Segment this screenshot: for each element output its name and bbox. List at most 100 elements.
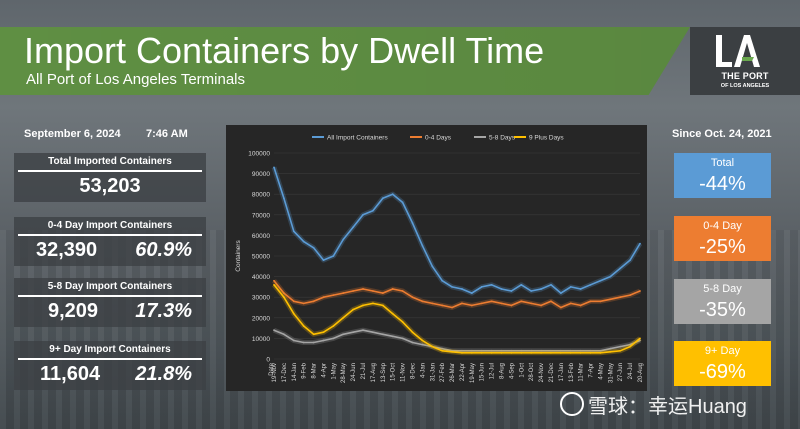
- data-point: [431, 345, 434, 348]
- data-point: [451, 306, 453, 309]
- data-point: [302, 240, 305, 243]
- data-point: [550, 349, 552, 352]
- data-point: [292, 230, 295, 233]
- data-point: [500, 349, 503, 352]
- stat-percent: 60.9%: [135, 239, 192, 261]
- data-point: [342, 292, 345, 294]
- port-logo: THE PORT OF LOS ANGELES: [690, 27, 800, 95]
- x-tick-label: 26-Mar: [450, 363, 456, 382]
- y-tick-label: 20000: [252, 315, 270, 322]
- data-point: [391, 312, 394, 315]
- x-tick-label: 12-Jul: [490, 363, 496, 379]
- stat-9-plus-day: 9+ Day Import Containers 11,604 21.8%: [14, 341, 206, 390]
- data-point: [500, 351, 503, 354]
- data-point: [510, 290, 513, 292]
- stat-label: 5-8 Day Import Containers: [47, 281, 173, 292]
- x-tick-label: 28-Oct: [529, 363, 535, 381]
- x-tick-label: 15-Oct: [391, 363, 397, 381]
- data-point: [401, 337, 404, 340]
- data-point: [589, 351, 592, 354]
- data-point: [282, 197, 285, 200]
- data-point: [411, 296, 414, 299]
- x-tick-label: 17-Dec: [282, 363, 288, 382]
- data-point: [480, 286, 483, 288]
- data-point: [352, 290, 355, 292]
- data-point: [589, 349, 592, 352]
- data-point: [639, 290, 641, 292]
- change-value: -35%: [699, 299, 746, 321]
- logo-text-main: THE PORT: [721, 71, 769, 81]
- page-subtitle: All Port of Los Angeles Terminals: [26, 71, 246, 88]
- data-point: [362, 329, 364, 332]
- legend-entry: All Import Containers: [327, 135, 388, 142]
- y-tick-label: 100000: [248, 151, 270, 158]
- data-point: [421, 244, 424, 247]
- data-point: [510, 351, 513, 354]
- data-point: [322, 339, 325, 342]
- data-point: [490, 300, 493, 303]
- data-point: [520, 349, 523, 352]
- page-title: Import Containers by Dwell Time: [24, 30, 545, 71]
- stat-percent: 17.3%: [135, 300, 192, 322]
- data-point: [520, 300, 523, 303]
- data-point: [401, 321, 404, 323]
- logo-text-sub: OF LOS ANGELES: [720, 83, 770, 89]
- data-point: [629, 294, 632, 297]
- data-point: [451, 286, 453, 288]
- data-point: [362, 213, 364, 216]
- data-point: [451, 350, 453, 353]
- x-tick-label: 17-Aug: [371, 363, 377, 382]
- x-tick-label: 8-Dec: [410, 363, 416, 379]
- x-tick-label: 24-Jul: [628, 363, 634, 379]
- data-point: [480, 302, 483, 305]
- data-point: [461, 351, 463, 354]
- data-point: [282, 333, 285, 336]
- watermark-icon: [560, 392, 584, 416]
- dwell-time-chart: 0 10000 20000 30000 40000 50000 60000 70000 8000…: [226, 125, 647, 391]
- x-axis-label: Date: [269, 362, 275, 375]
- data-point: [322, 296, 325, 299]
- data-point: [461, 288, 463, 290]
- stat-value: 11,604: [40, 363, 101, 385]
- data-point: [510, 349, 513, 352]
- data-point: [391, 288, 394, 290]
- data-point: [540, 351, 542, 354]
- data-point: [431, 265, 434, 268]
- data-point: [569, 349, 572, 352]
- x-tick-label: 7-Apr: [589, 363, 595, 378]
- data-point: [550, 300, 552, 303]
- data-point: [411, 331, 414, 334]
- data-point: [500, 302, 503, 305]
- data-point: [342, 238, 345, 241]
- x-tick-label: 8-Mar: [312, 363, 318, 379]
- x-tick-label: 4-Jan: [420, 363, 426, 378]
- data-point: [559, 351, 562, 354]
- report-time: 7:46 AM: [146, 128, 188, 140]
- x-tick-label: 27-Jun: [618, 363, 624, 381]
- x-tick-label: 21-Jul: [361, 363, 367, 379]
- series-glow: [273, 327, 641, 354]
- x-tick-label: 14-Jan: [292, 363, 298, 381]
- data-point: [470, 349, 473, 352]
- stat-0-4-day: 0-4 Day Import Containers 32,390 60.9%: [14, 217, 206, 266]
- x-tick-label: 17-Jan: [559, 363, 565, 381]
- data-point: [619, 296, 622, 299]
- series-line: [273, 284, 641, 354]
- data-point: [312, 300, 315, 303]
- data-point: [629, 259, 632, 262]
- x-tick-label: 19-May: [470, 363, 476, 383]
- change-5-8-day: 5-8 Day -35%: [674, 279, 771, 324]
- data-point: [411, 222, 414, 224]
- data-point: [273, 283, 275, 286]
- data-point: [510, 304, 513, 307]
- data-point: [559, 292, 562, 294]
- data-point: [639, 339, 641, 342]
- change-label: Total: [710, 157, 735, 169]
- data-point: [362, 304, 364, 307]
- data-point: [520, 283, 523, 286]
- data-point: [490, 283, 493, 286]
- data-point: [381, 197, 384, 200]
- data-point: [312, 341, 315, 344]
- data-point: [312, 246, 315, 249]
- x-tick-label: 22-Apr: [460, 363, 466, 381]
